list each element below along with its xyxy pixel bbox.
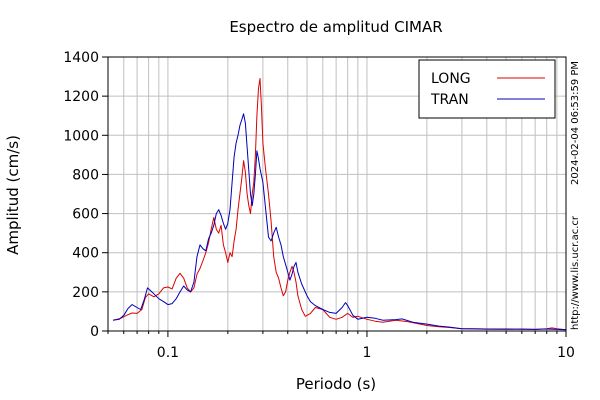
x-tick-label: 0.1 xyxy=(157,345,179,361)
timestamp-label: 2024-02-04 06:53:59 PM xyxy=(570,61,581,185)
x-axis-label: Periodo (s) xyxy=(296,375,376,393)
legend-label-long: LONG xyxy=(431,71,471,87)
y-tick-label: 800 xyxy=(72,167,99,183)
y-tick-label: 400 xyxy=(72,246,99,262)
legend: LONG TRAN xyxy=(418,59,556,119)
y-tick-label: 600 xyxy=(72,207,99,223)
series-layer xyxy=(112,78,567,331)
y-tick-label: 200 xyxy=(72,285,99,301)
source-url-label: http://www.lis.ucr.ac.cr xyxy=(570,215,581,330)
axes: 0 200 400 600 800 1000 1200 1400 0.1 1 10 xyxy=(63,50,575,361)
plot-frame xyxy=(107,56,567,332)
y-tick-label: 1000 xyxy=(63,128,99,144)
y-tick-label: 1400 xyxy=(63,50,99,66)
y-tick-label: 0 xyxy=(90,324,99,340)
chart-title: Espectro de amplitud CIMAR xyxy=(229,18,442,36)
series-line-tran xyxy=(112,113,567,331)
series-line-long xyxy=(112,78,567,331)
legend-label-tran: TRAN xyxy=(430,92,469,108)
x-tick-label: 10 xyxy=(557,345,575,361)
legend-box xyxy=(418,59,556,119)
x-tick-label: 1 xyxy=(362,345,371,361)
y-axis-label: Amplitud (cm/s) xyxy=(4,135,22,255)
y-tick-label: 1200 xyxy=(63,89,99,105)
